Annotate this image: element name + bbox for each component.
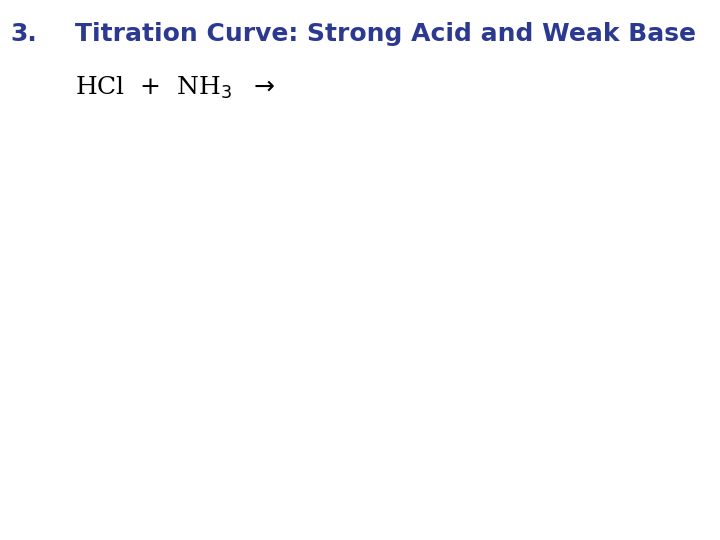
Text: 3.: 3. xyxy=(10,22,37,46)
Text: Titration Curve: Strong Acid and Weak Base: Titration Curve: Strong Acid and Weak Ba… xyxy=(75,22,696,46)
Text: HCl  +  NH$_3$  $\rightarrow$: HCl + NH$_3$ $\rightarrow$ xyxy=(75,75,275,101)
